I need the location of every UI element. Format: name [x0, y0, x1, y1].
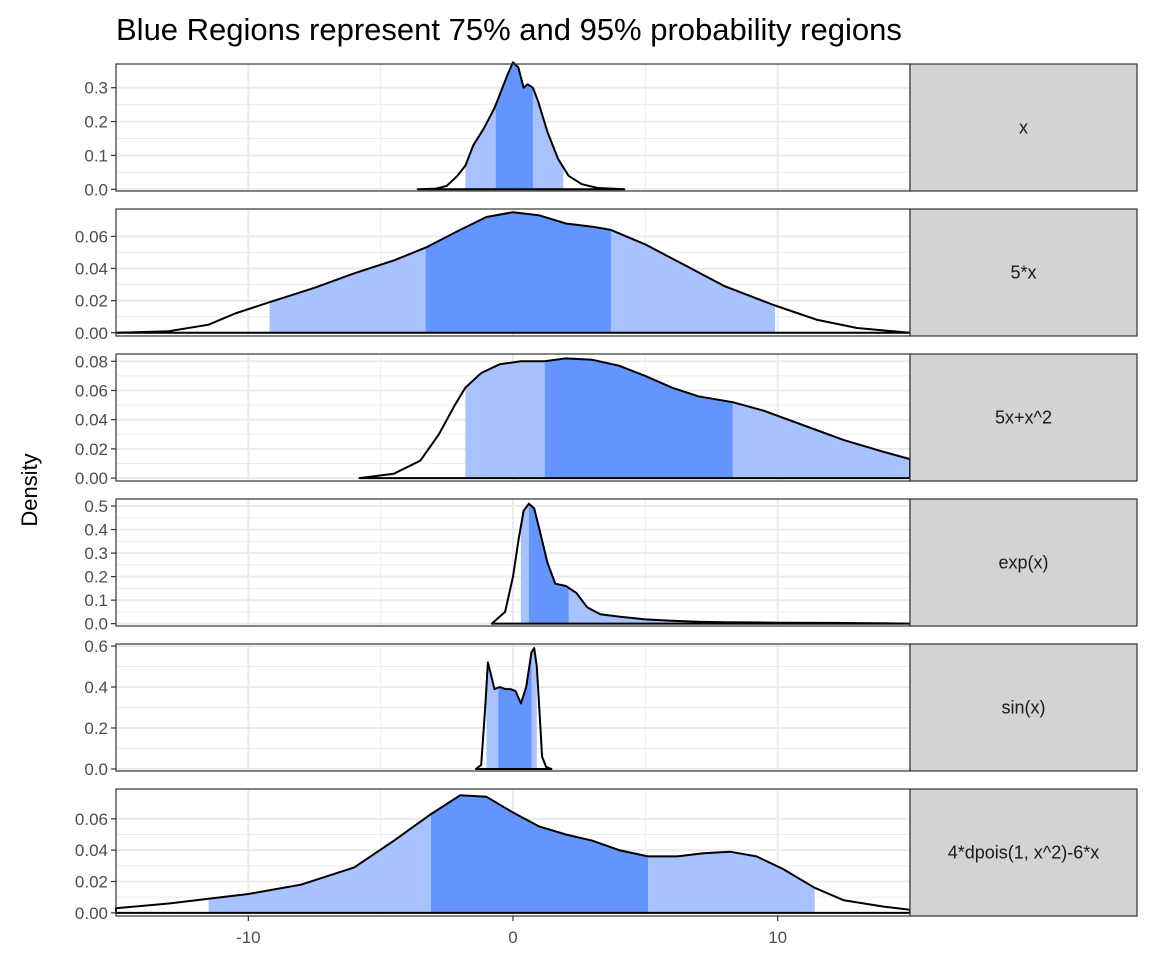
facet-panel: 0.00 0.02 0.04 0.06 5*x: [75, 208, 1138, 343]
y-tick-label: 0.4: [84, 678, 108, 697]
facet-panel: 0.0 0.1 0.2 0.3 0.4 0.5 exp(x): [84, 497, 1138, 634]
facet-strip-label: sin(x): [1002, 698, 1046, 718]
facet-strip: [909, 788, 1138, 917]
y-tick-label: 0.2: [84, 113, 108, 132]
density-curve: [115, 794, 911, 914]
x-tick-label: 0: [508, 928, 517, 947]
y-tick-label: 0.04: [75, 841, 108, 860]
facet-strip: [909, 643, 1138, 772]
chart-title: Blue Regions represent 75% and 95% proba…: [116, 12, 902, 47]
y-tick-label: 0.0: [84, 180, 108, 199]
y-tick-label: 0.6: [84, 637, 108, 656]
y-tick-label: 0.00: [75, 469, 108, 488]
y-tick-label: 0.0: [84, 760, 108, 779]
y-tick-label: 0.06: [75, 381, 108, 400]
facet-panels: 0.0 0.1 0.2 0.3 x 0.00 0.02 0.04 0.06 5*x 0.00 0.02…: [75, 61, 1138, 923]
y-tick-label: 0.04: [75, 259, 108, 278]
facet-panel: 0.00 0.02 0.04 0.06 4*dpois(1, x^2)-6*x: [75, 788, 1138, 923]
facet-panel: 0.0 0.1 0.2 0.3 x: [84, 61, 1138, 199]
facet-strip-label: 5*x: [1010, 263, 1036, 283]
facet-strip-label: 4*dpois(1, x^2)-6*x: [948, 843, 1100, 863]
facet-strip: [909, 208, 1138, 337]
facet-strip-label: x: [1019, 118, 1028, 138]
y-tick-label: 0.02: [75, 440, 108, 459]
y-axis-title: Density: [17, 453, 42, 526]
facet-strip: [909, 353, 1138, 482]
region-75: [425, 212, 611, 333]
density-curve: [115, 211, 911, 334]
x-tick-label: 10: [768, 928, 787, 947]
y-tick-label: 0.5: [84, 497, 108, 516]
y-tick-label: 0.08: [75, 352, 108, 371]
region-75: [528, 503, 569, 624]
x-tick-label: -10: [236, 928, 261, 947]
y-tick-label: 0.2: [84, 719, 108, 738]
y-tick-label: 0.02: [75, 292, 108, 311]
region-75: [431, 795, 648, 913]
density-curve: [358, 357, 911, 480]
region-75: [495, 62, 533, 190]
y-tick-label: 0.3: [84, 79, 108, 98]
y-tick-label: 0.00: [75, 324, 108, 343]
y-tick-label: 0.0: [84, 615, 108, 634]
y-tick-label: 0.2: [84, 568, 108, 587]
density-curve: [474, 647, 553, 770]
facet-strip: [909, 63, 1138, 192]
y-tick-label: 0.3: [84, 544, 108, 563]
facet-strip: [909, 498, 1138, 627]
y-tick-label: 0.02: [75, 873, 108, 892]
y-tick-label: 0.00: [75, 904, 108, 923]
density-curve: [416, 61, 626, 191]
facet-strip-label: exp(x): [998, 553, 1048, 573]
facet-strip-label: 5x+x^2: [995, 408, 1052, 428]
y-tick-label: 0.06: [75, 227, 108, 246]
y-tick-label: 0.1: [84, 591, 108, 610]
y-tick-label: 0.4: [84, 521, 108, 540]
y-tick-label: 0.06: [75, 810, 108, 829]
facet-panel: 0.00 0.02 0.04 0.06 0.08 5x+x^2: [75, 352, 1138, 488]
density-curve: [490, 502, 911, 625]
region-75: [498, 652, 532, 769]
x-axis: -10 0 10: [236, 916, 787, 947]
y-tick-label: 0.04: [75, 411, 108, 430]
region-75: [544, 358, 733, 479]
facet-panel: 0.0 0.2 0.4 0.6 sin(x): [84, 637, 1138, 779]
y-tick-label: 0.1: [84, 146, 108, 165]
